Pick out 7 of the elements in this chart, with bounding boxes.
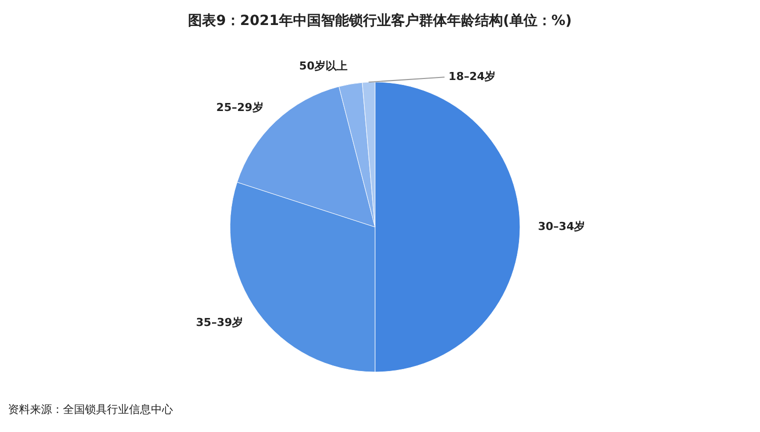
slice-label: 50岁以上: [299, 59, 348, 72]
slice-label: 30–34岁: [538, 220, 586, 233]
slice-label: 35–39岁: [196, 316, 244, 329]
chart-title: 图表9：2021年中国智能锁行业客户群体年龄结构(单位：%): [188, 12, 572, 29]
slice-label: 18–24岁: [448, 70, 496, 84]
slice-label: 25–29岁: [216, 101, 264, 114]
text: 资料来源：全国锁具行业信息中心: [8, 403, 173, 416]
